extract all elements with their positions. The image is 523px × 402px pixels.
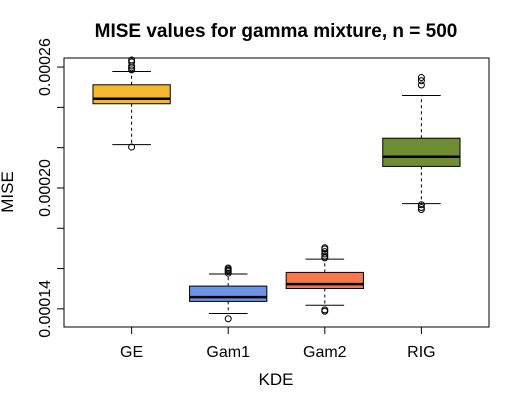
box-gam2: [285, 244, 364, 315]
outlier-point: [321, 248, 329, 256]
y-tick-label: 0.00014: [37, 280, 54, 338]
outlier-point: [224, 315, 232, 323]
box-rig: [382, 74, 461, 214]
x-axis: GE Gam1 Gam2 RIG: [120, 326, 436, 361]
x-axis-label: KDE: [259, 370, 294, 389]
outlier-point: [417, 74, 425, 82]
x-tick-label: Gam1: [206, 344, 250, 361]
y-axis: 0.00014 0.00020 0.00026: [37, 38, 65, 338]
box-body: [92, 84, 171, 105]
outlier-point: [128, 143, 136, 151]
outlier-point: [224, 264, 232, 272]
outlier-point: [417, 81, 425, 89]
y-axis-label: MISE: [0, 171, 17, 213]
box-series: [92, 56, 461, 323]
y-tick-label: 0.00026: [37, 38, 54, 96]
outlier-point: [417, 201, 425, 209]
y-tick-label: 0.00020: [37, 159, 54, 217]
outlier-point: [417, 77, 425, 85]
outlier-point: [128, 66, 136, 74]
outlier-point: [128, 56, 136, 64]
x-tick-label: RIG: [407, 344, 435, 361]
outlier-point: [321, 244, 329, 252]
chart-title: MISE values for gamma mixture, n = 500: [95, 21, 458, 42]
outlier-point: [417, 204, 425, 212]
box-ge: [92, 56, 171, 151]
x-tick-label: Gam2: [303, 344, 347, 361]
outlier-point: [321, 252, 329, 260]
box-gam1: [189, 264, 268, 323]
outlier-point: [417, 206, 425, 214]
box-body: [382, 137, 461, 167]
outlier-point: [128, 58, 136, 66]
outlier-point: [321, 306, 329, 314]
box-body: [285, 271, 364, 290]
x-tick-label: GE: [120, 344, 143, 361]
box-body: [189, 285, 268, 302]
